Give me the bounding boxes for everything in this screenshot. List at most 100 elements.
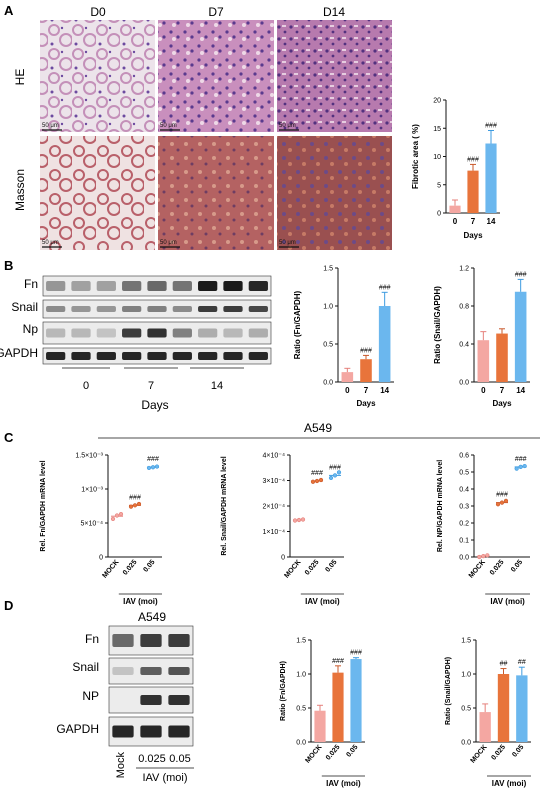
day-group-0: 0 xyxy=(83,380,89,392)
bar xyxy=(341,372,354,382)
he-d7-image xyxy=(158,20,274,132)
y-tick-label: 1×10⁻³ xyxy=(81,487,103,494)
x-tick-label: MOCK xyxy=(304,744,323,765)
x-tick-label: 7 xyxy=(364,386,369,395)
chart-c-np-mrna: 0.0 0.1 0.2 0.3 0.4 0.5 0.6 ### ### MOCK 0.025 0.05… xyxy=(437,453,530,606)
blot-label-snail: Snail xyxy=(11,300,38,314)
x-tick-label: 14 xyxy=(487,217,496,226)
blot-band xyxy=(168,634,190,647)
blot-band xyxy=(248,328,268,338)
chart-d-snail-ratio: 0.0 0.5 1.0 1.5 ## ## MOCK 0.025 0.05 IAV (moi) Ra… xyxy=(445,638,531,788)
blot-band xyxy=(46,352,66,360)
panel-d-cell-line: A549 xyxy=(138,610,166,624)
bar xyxy=(332,672,344,742)
bar xyxy=(314,710,326,742)
histology-grid: 50 μm 50 μm 50 μm 50 μm 50 μm 50 μm xyxy=(40,20,392,250)
data-point xyxy=(503,498,509,504)
blot-band xyxy=(71,352,91,360)
y-tick-label: 10 xyxy=(433,154,441,161)
blot-band xyxy=(122,281,142,291)
data-point xyxy=(481,554,486,559)
bar xyxy=(516,675,528,742)
significance-mark: ### xyxy=(496,492,508,499)
y-tick-label: 0.4 xyxy=(459,342,469,349)
y-tick-label: 0.0 xyxy=(296,740,306,747)
significance-mark: ### xyxy=(332,658,344,665)
bar xyxy=(350,659,362,742)
data-point xyxy=(499,500,505,505)
significance-mark: ## xyxy=(500,661,508,668)
blot-band xyxy=(112,634,134,647)
y-axis-title: Ratio (Snail/GAPDH) xyxy=(445,657,452,725)
chart-c-snail-mrna: 0 1×10⁻⁴ 2×10⁻⁴ 3×10⁻⁴ 4×10⁻⁴ ### ### MOCK 0.025… xyxy=(221,453,344,606)
y-tick-label: 0.5 xyxy=(323,342,333,349)
x-tick-label: 0.025 xyxy=(489,559,506,577)
bar xyxy=(497,674,510,742)
blot-band xyxy=(46,281,66,291)
x-tick-label: 0 xyxy=(481,386,486,395)
blot-label-np: Np xyxy=(23,322,39,336)
bar xyxy=(360,359,372,382)
bar xyxy=(477,340,490,382)
western-blot-b xyxy=(42,275,272,365)
panel-a-letter: A xyxy=(4,3,14,18)
panel-d-letter: D xyxy=(4,598,13,613)
y-tick-label: 1.5 xyxy=(461,638,471,645)
blot-band xyxy=(71,306,91,312)
significance-mark: ### xyxy=(485,123,497,130)
y-tick-label: 0.2 xyxy=(459,521,469,528)
blot-band xyxy=(147,352,167,360)
blot-band xyxy=(112,725,134,738)
y-tick-label: 4×10⁻⁴ xyxy=(263,453,285,460)
scalebar-label: 50 μm xyxy=(279,123,296,129)
x-tick-label: 7 xyxy=(500,386,505,395)
data-point xyxy=(110,516,116,522)
y-axis-title: Rel. Snail/GAPDH mRNA level xyxy=(221,456,228,555)
significance-mark: ### xyxy=(467,156,479,163)
y-axis-title: Ratio (Fn/GAPDH) xyxy=(280,661,287,721)
blot-band xyxy=(140,695,162,705)
y-axis-title: Rel. Fn/GAPDH mRNA level xyxy=(40,460,47,551)
y-tick-label: 15 xyxy=(433,126,441,133)
y-tick-label: 1.5×10⁻³ xyxy=(75,453,103,460)
significance-mark: ### xyxy=(147,456,159,463)
blot-band xyxy=(198,306,218,312)
y-tick-label: 0.5 xyxy=(296,706,306,713)
masson-d14-image xyxy=(277,136,392,250)
y-tick-label: 5×10⁻⁴ xyxy=(81,521,103,528)
blot-band xyxy=(71,328,91,338)
lane-label-005: 0.05 xyxy=(169,753,190,765)
blot-b-labels: Fn Snail Np GAPDH xyxy=(0,277,38,360)
data-point xyxy=(154,464,160,469)
bar xyxy=(467,170,479,213)
data-point xyxy=(296,517,302,523)
blot-band xyxy=(172,306,192,312)
x-tick-label: 0.025 xyxy=(325,744,342,762)
data-point xyxy=(128,504,134,509)
x-tick-label: 7 xyxy=(471,217,476,226)
data-point xyxy=(314,478,320,484)
chart-d-fn-ratio: 0.0 0.5 1.0 1.5 ### ### MOCK 0.025 0.05 IAV (moi)… xyxy=(280,638,365,788)
he-d14-image xyxy=(277,20,392,132)
chart-a-fibrotic-area: 0 5 10 15 20 ### ### 0 7 14 Days Fibrotic area ( %) xyxy=(411,98,500,240)
y-tick-label: 1.2 xyxy=(459,266,469,273)
bar xyxy=(479,712,491,742)
scalebar-label: 50 μm xyxy=(42,123,59,129)
x-axis-title: IAV (moi) xyxy=(123,597,158,606)
blot-band xyxy=(96,352,116,360)
day-label-d14: D14 xyxy=(323,5,345,19)
blot-band xyxy=(96,306,116,312)
blot-d-labels: Fn Snail NP GAPDH xyxy=(56,632,99,736)
western-blot-d xyxy=(108,625,194,747)
panel-c-cell-line: A549 xyxy=(304,421,332,435)
masson-d7-image xyxy=(158,136,274,250)
blot-band xyxy=(172,328,192,338)
data-point xyxy=(328,475,334,481)
blot-band xyxy=(112,667,134,675)
panel-c-letter: C xyxy=(4,430,14,445)
significance-mark: ### xyxy=(360,347,372,354)
blot-label-fn: Fn xyxy=(24,277,38,291)
y-tick-label: 1.0 xyxy=(296,672,306,679)
blot-band xyxy=(122,306,142,312)
